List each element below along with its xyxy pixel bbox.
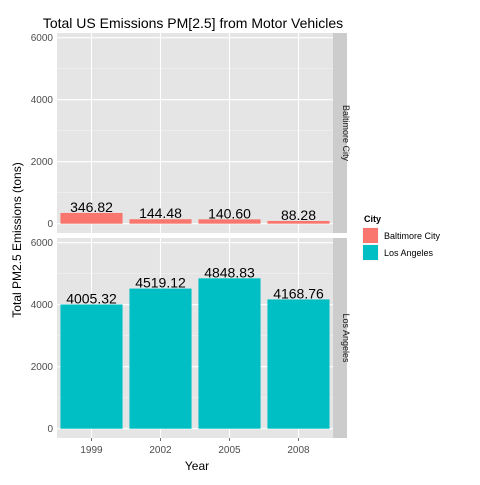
x-axis-label: Year (185, 459, 209, 473)
bar-value-label: 4005.32 (66, 291, 117, 307)
chart-title: Total US Emissions PM[2.5] from Motor Ve… (43, 15, 343, 31)
bar-value-label: 346.82 (70, 199, 113, 215)
legend-label-baltimore-city: Baltimore City (384, 231, 441, 241)
bar-value-label: 144.48 (139, 205, 182, 221)
bar-value-label: 88.28 (281, 207, 316, 223)
bar-baltimore-city-2002 (129, 219, 192, 224)
x-tick-label: 1999 (80, 445, 103, 456)
bar-los-angeles-2005 (198, 278, 261, 429)
bar-los-angeles-1999 (60, 304, 123, 429)
y-tick-label: 0 (47, 219, 53, 230)
y-tick-label: 2000 (31, 157, 54, 168)
bar-value-label: 4168.76 (273, 285, 324, 301)
bar-baltimore-city-1999 (60, 212, 123, 224)
facet-strip-label: Los Angeles (341, 313, 351, 363)
y-tick-label: 2000 (31, 362, 54, 373)
facet-strip (333, 33, 347, 233)
y-tick-label: 4000 (31, 300, 54, 311)
bar-value-label: 140.60 (208, 205, 251, 221)
y-tick-label: 4000 (31, 95, 54, 106)
panel-baltimore-city: 0 2000 4000 6000 346.82 144.48 140.60 88.28 Balt… (31, 33, 351, 233)
panel-los-angeles: 0 2000 4000 6000 4005.32 4519.12 4848.83 4168.7… (31, 238, 351, 438)
y-axis-label: Total PM2.5 Emissions (tons) (10, 162, 24, 317)
legend-swatch-baltimore-city (363, 228, 378, 243)
x-tick-label: 2002 (149, 445, 172, 456)
x-tick-label: 2008 (287, 445, 310, 456)
y-tick-label: 0 (47, 424, 53, 435)
y-tick-label: 6000 (31, 238, 54, 249)
facet-strip-label: Baltimore City (341, 105, 351, 162)
legend-title: City (364, 214, 381, 224)
bar-value-label: 4519.12 (135, 275, 186, 291)
x-tick-label: 2005 (218, 445, 241, 456)
bar-los-angeles-2008 (267, 299, 330, 429)
bar-value-label: 4848.83 (204, 264, 255, 280)
legend-swatch-los-angeles (363, 245, 378, 260)
panel-background (57, 33, 333, 233)
bar-baltimore-city-2005 (198, 219, 261, 224)
y-tick-label: 6000 (31, 33, 54, 44)
bar-baltimore-city-2008 (267, 220, 330, 224)
legend: City Baltimore City Los Angeles (361, 214, 441, 262)
facet-strip (333, 238, 347, 438)
bar-los-angeles-2002 (129, 288, 192, 429)
facet-panels: 0 2000 4000 6000 346.82 144.48 140.60 88.28 Balt… (31, 33, 351, 456)
legend-label-los-angeles: Los Angeles (384, 248, 434, 258)
